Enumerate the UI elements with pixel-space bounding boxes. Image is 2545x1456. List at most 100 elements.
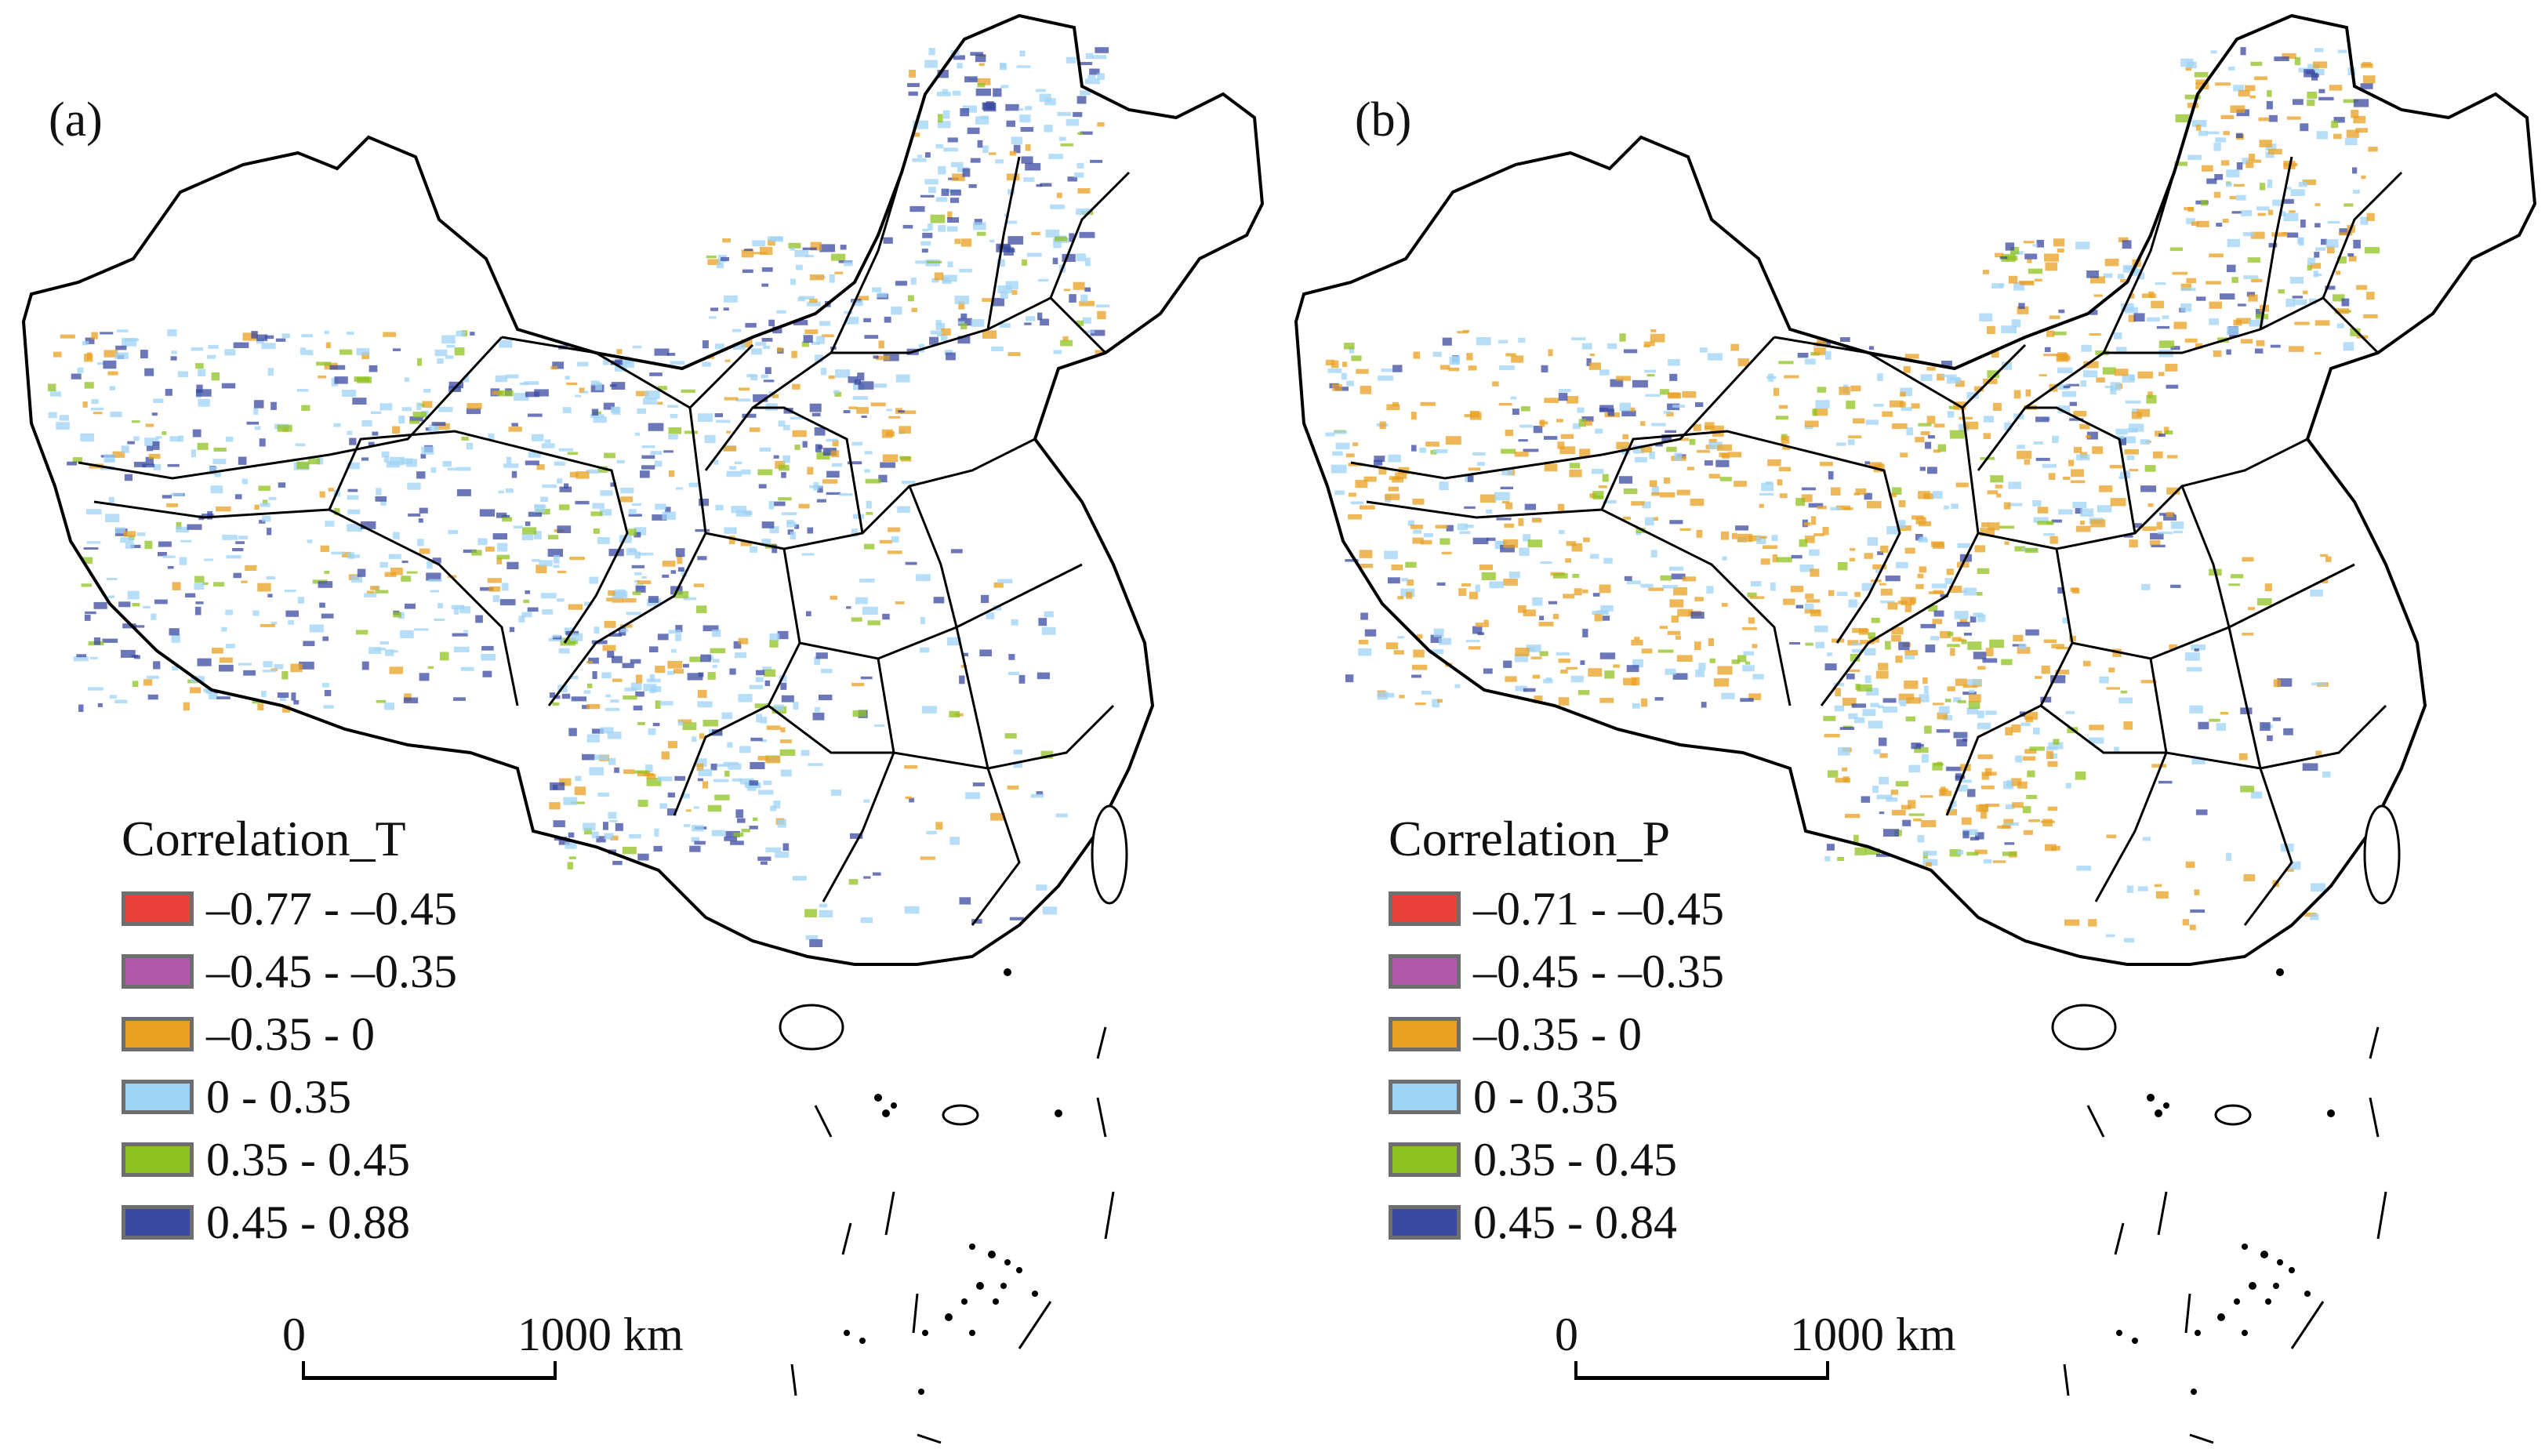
correlation-pixel [2158, 780, 2173, 784]
correlation-pixel [874, 724, 885, 728]
correlation-pixel [928, 223, 933, 231]
correlation-pixel [513, 525, 523, 528]
correlation-pixel [430, 590, 440, 593]
correlation-pixel [1610, 379, 1624, 387]
correlation-pixel [1385, 493, 1400, 500]
correlation-pixel [2242, 158, 2249, 165]
correlation-pixel [557, 525, 572, 533]
legend-swatch [1389, 1080, 1461, 1114]
correlation-pixel [1397, 636, 1405, 639]
correlation-pixel [659, 701, 673, 706]
correlation-pixel [1879, 812, 1885, 815]
correlation-pixel [1778, 405, 1788, 409]
correlation-pixel [257, 703, 264, 710]
correlation-pixel [2284, 198, 2294, 204]
correlation-pixel [195, 363, 204, 369]
correlation-pixel [1457, 523, 1468, 531]
correlation-pixel [697, 689, 707, 699]
correlation-pixel [1989, 639, 2005, 648]
correlation-pixel [1057, 111, 1072, 116]
correlation-pixel [2344, 138, 2358, 146]
correlation-pixel [1719, 477, 1732, 481]
country-outline [21, 13, 1265, 966]
correlation-pixel [1599, 652, 1616, 659]
correlation-pixel [1915, 534, 1923, 541]
correlation-pixel [514, 393, 529, 401]
correlation-pixel [2333, 294, 2345, 302]
correlation-pixel [2099, 676, 2109, 684]
correlation-pixel [589, 767, 604, 775]
correlation-pixel [960, 664, 968, 668]
correlation-pixel [979, 649, 992, 657]
correlation-pixel [132, 603, 140, 607]
correlation-pixel [90, 407, 104, 411]
correlation-pixel [1607, 408, 1615, 416]
correlation-pixel [1918, 423, 1932, 427]
correlation-pixel [711, 830, 726, 837]
correlation-pixel [1695, 670, 1705, 677]
correlation-pixel [2333, 117, 2345, 123]
correlation-pixel [2035, 676, 2042, 679]
correlation-pixel [1600, 605, 1614, 612]
correlation-pixel [2118, 697, 2133, 704]
correlation-pixel [1904, 603, 1912, 612]
correlation-pixel [350, 554, 360, 558]
correlation-pixel [2133, 523, 2142, 528]
correlation-pixel [941, 188, 949, 196]
correlation-pixel [1472, 626, 1483, 634]
correlation-pixel [1360, 505, 1375, 510]
correlation-pixel [1604, 670, 1615, 679]
correlation-pixel [977, 83, 986, 88]
correlation-pixel [2268, 242, 2278, 248]
correlation-pixel [1981, 785, 1995, 790]
correlation-pixel [769, 633, 780, 641]
correlation-pixel [1393, 650, 1404, 655]
correlation-pixel [1705, 422, 1715, 429]
correlation-pixel [1990, 475, 2004, 483]
correlation-pixel [749, 427, 761, 432]
correlation-pixel [2260, 722, 2271, 732]
correlation-pixel [2074, 447, 2082, 453]
correlation-pixel [1381, 369, 1392, 372]
correlation-pixel [1959, 619, 1968, 623]
correlation-pixel [1848, 713, 1858, 720]
correlation-pixel [764, 680, 770, 686]
correlation-pixel [790, 416, 804, 419]
correlation-pixel [2005, 822, 2019, 826]
correlation-pixel [347, 462, 360, 470]
correlation-pixel [196, 389, 212, 397]
correlation-pixel [721, 256, 729, 261]
correlation-pixel [1085, 53, 1094, 60]
correlation-pixel [641, 576, 647, 579]
correlation-pixel [1664, 477, 1671, 484]
correlation-pixel [1479, 565, 1493, 571]
correlation-pixel [2110, 382, 2122, 391]
correlation-pixel [1515, 685, 1527, 692]
correlation-pixel [1358, 564, 1374, 568]
correlation-pixel [1559, 530, 1565, 535]
correlation-pixel [646, 678, 661, 683]
correlation-pixel [2071, 469, 2084, 477]
correlation-pixel [674, 775, 685, 781]
correlation-pixel [668, 630, 681, 634]
correlation-pixel [351, 575, 363, 583]
correlation-pixel [848, 406, 858, 409]
correlation-pixel [531, 559, 540, 562]
correlation-pixel [1420, 401, 1436, 406]
correlation-pixel [412, 412, 427, 418]
correlation-pixel [2089, 333, 2101, 336]
correlation-pixel [2215, 82, 2231, 86]
correlation-pixel [553, 554, 560, 564]
correlation-pixel [865, 478, 881, 484]
correlation-pixel [1469, 591, 1479, 600]
correlation-pixel [1011, 619, 1018, 626]
correlation-pixel [1045, 229, 1060, 238]
correlation-pixel [133, 625, 145, 628]
correlation-pixel [930, 330, 942, 335]
correlation-pixel [561, 693, 571, 699]
correlation-pixel [2025, 629, 2039, 636]
correlation-pixel [1650, 550, 1657, 557]
correlation-pixel [973, 222, 986, 231]
correlation-pixel [393, 612, 401, 618]
correlation-pixel [938, 165, 946, 175]
